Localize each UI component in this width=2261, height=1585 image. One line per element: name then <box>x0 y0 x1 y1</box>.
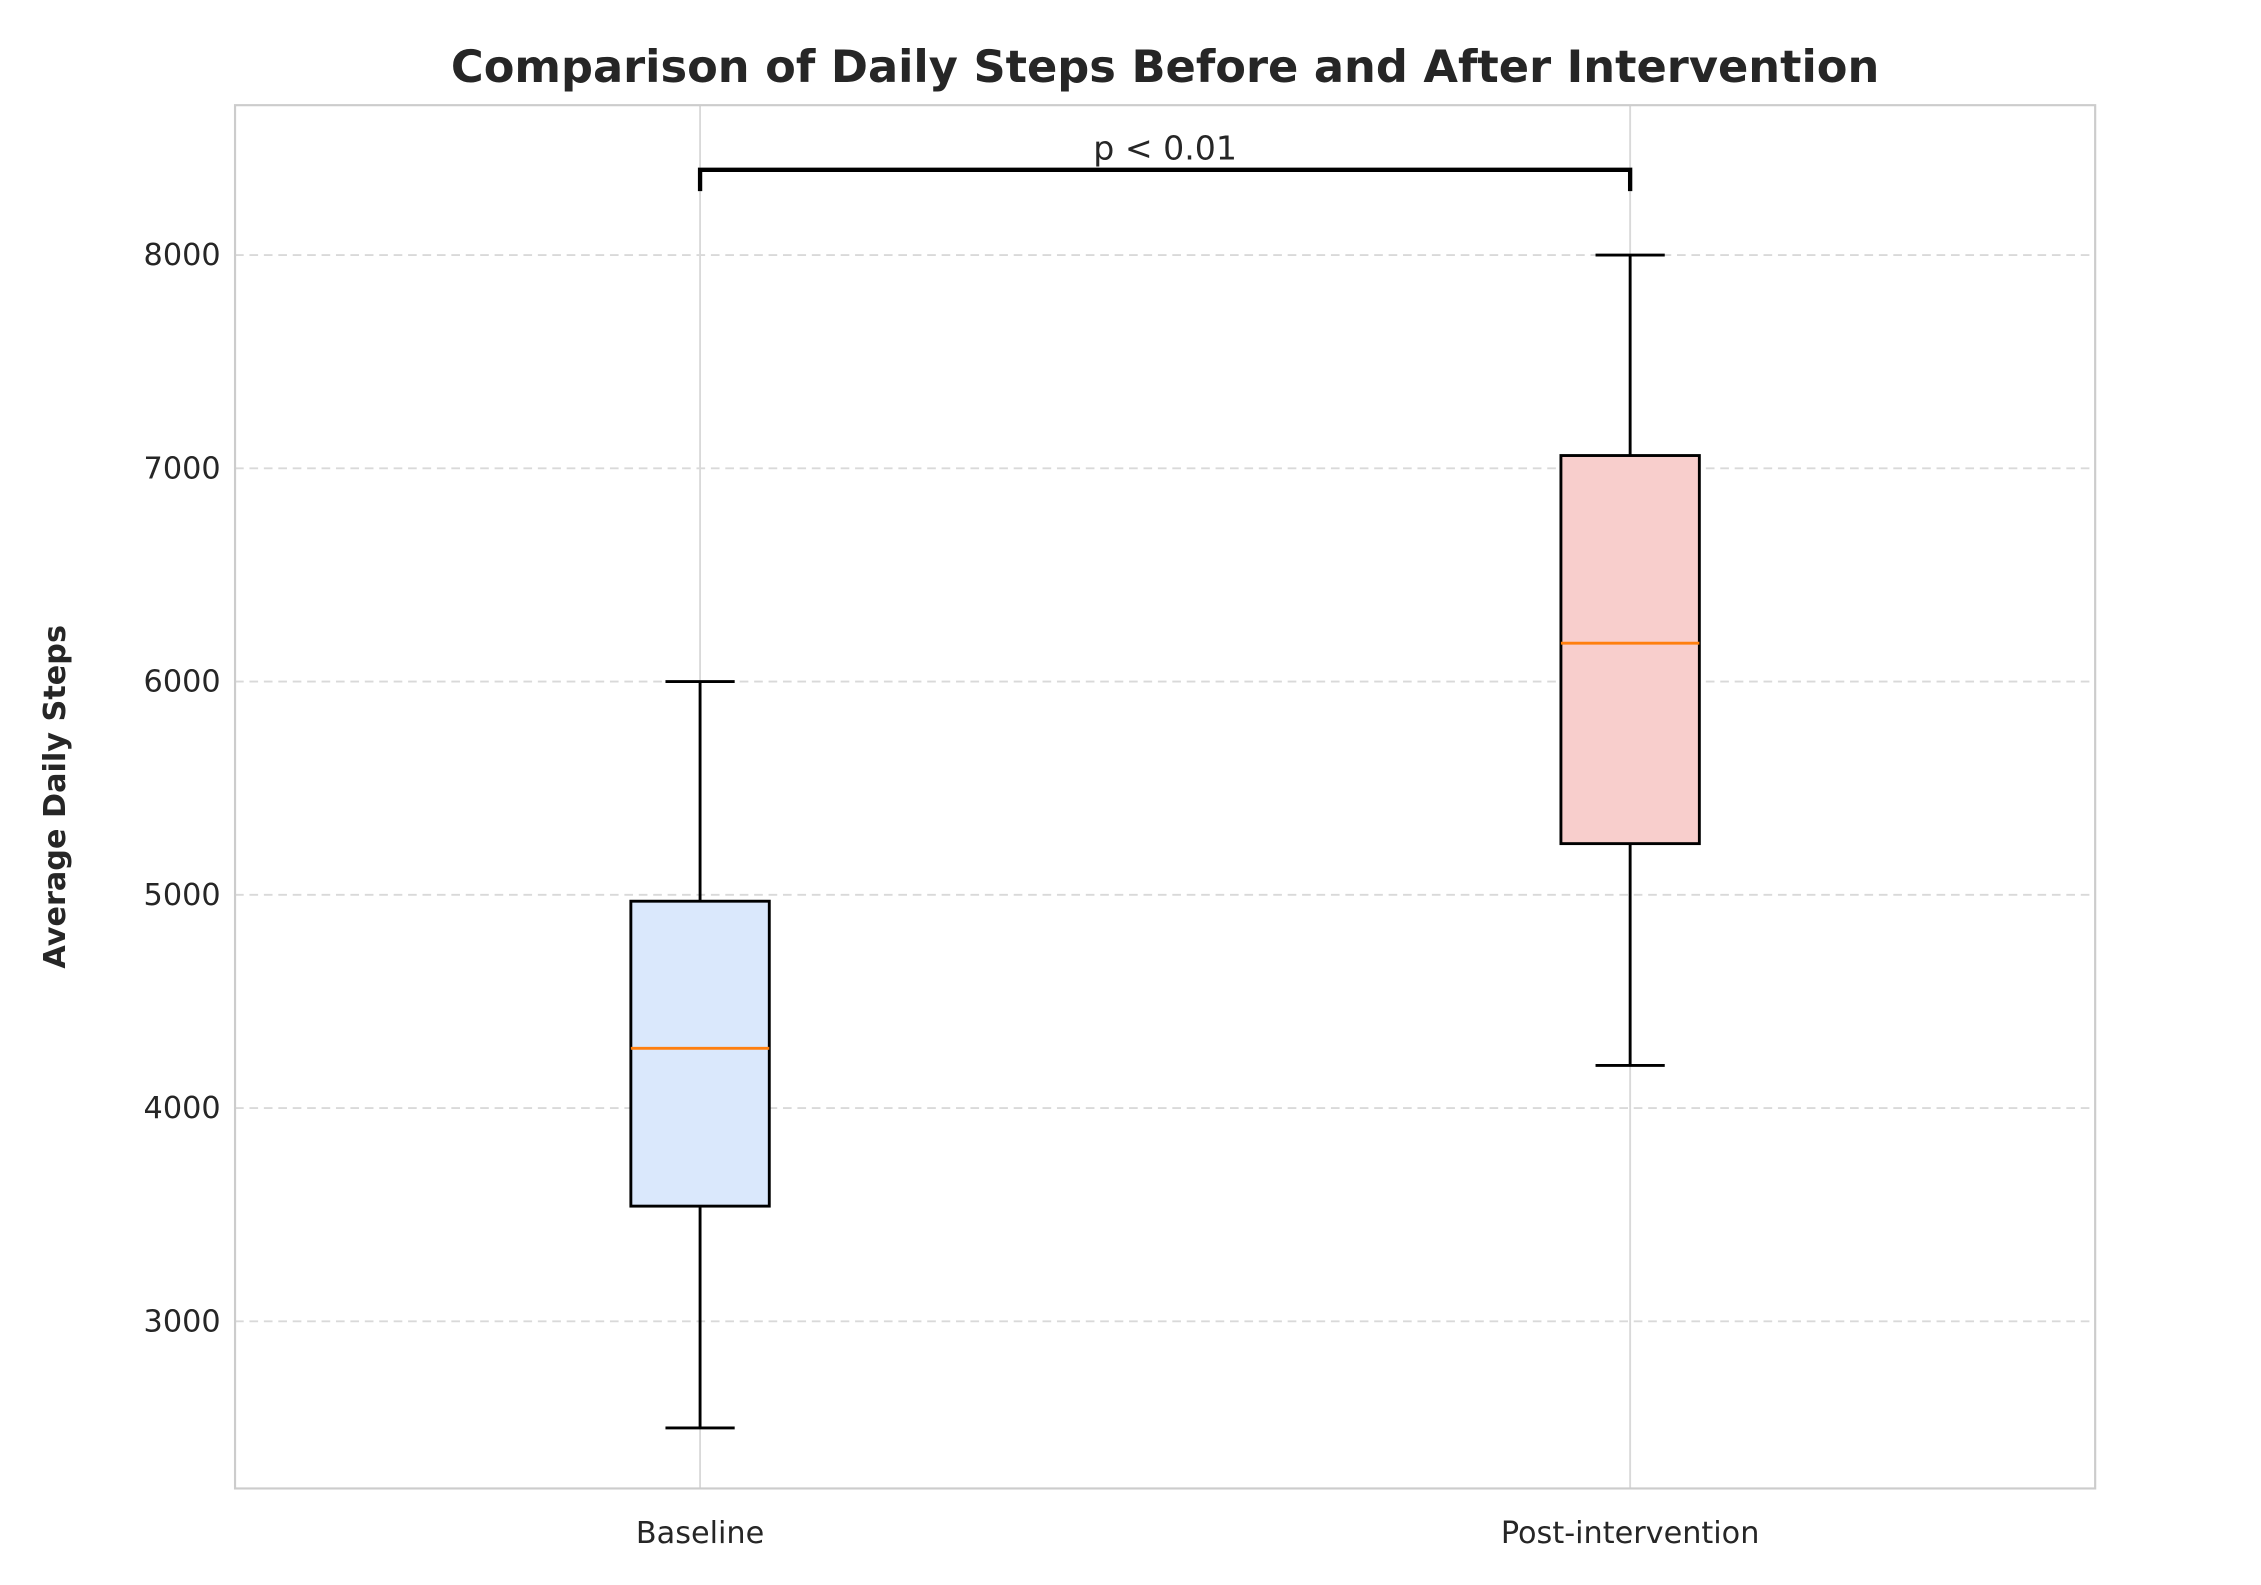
y-axis-label: Average Daily Steps <box>38 625 73 969</box>
x-tick-label: Post-intervention <box>1501 1516 1760 1551</box>
y-tick-label: 7000 <box>144 451 221 486</box>
y-tick-label: 3000 <box>144 1304 221 1339</box>
box-post-intervention <box>1559 454 1701 846</box>
x-tick-label: Baseline <box>636 1516 764 1551</box>
y-tick-label: 5000 <box>144 878 221 913</box>
box-baseline <box>629 899 771 1208</box>
y-tick-label: 6000 <box>144 665 221 700</box>
y-tick-label: 8000 <box>144 238 221 273</box>
significance-bracket <box>697 167 1633 192</box>
plot-frame <box>233 104 2097 1490</box>
p-value-label: p < 0.01 <box>1093 129 1237 168</box>
y-tick-label: 4000 <box>144 1091 221 1126</box>
chart-title: Comparison of Daily Steps Before and Aft… <box>451 41 1879 93</box>
